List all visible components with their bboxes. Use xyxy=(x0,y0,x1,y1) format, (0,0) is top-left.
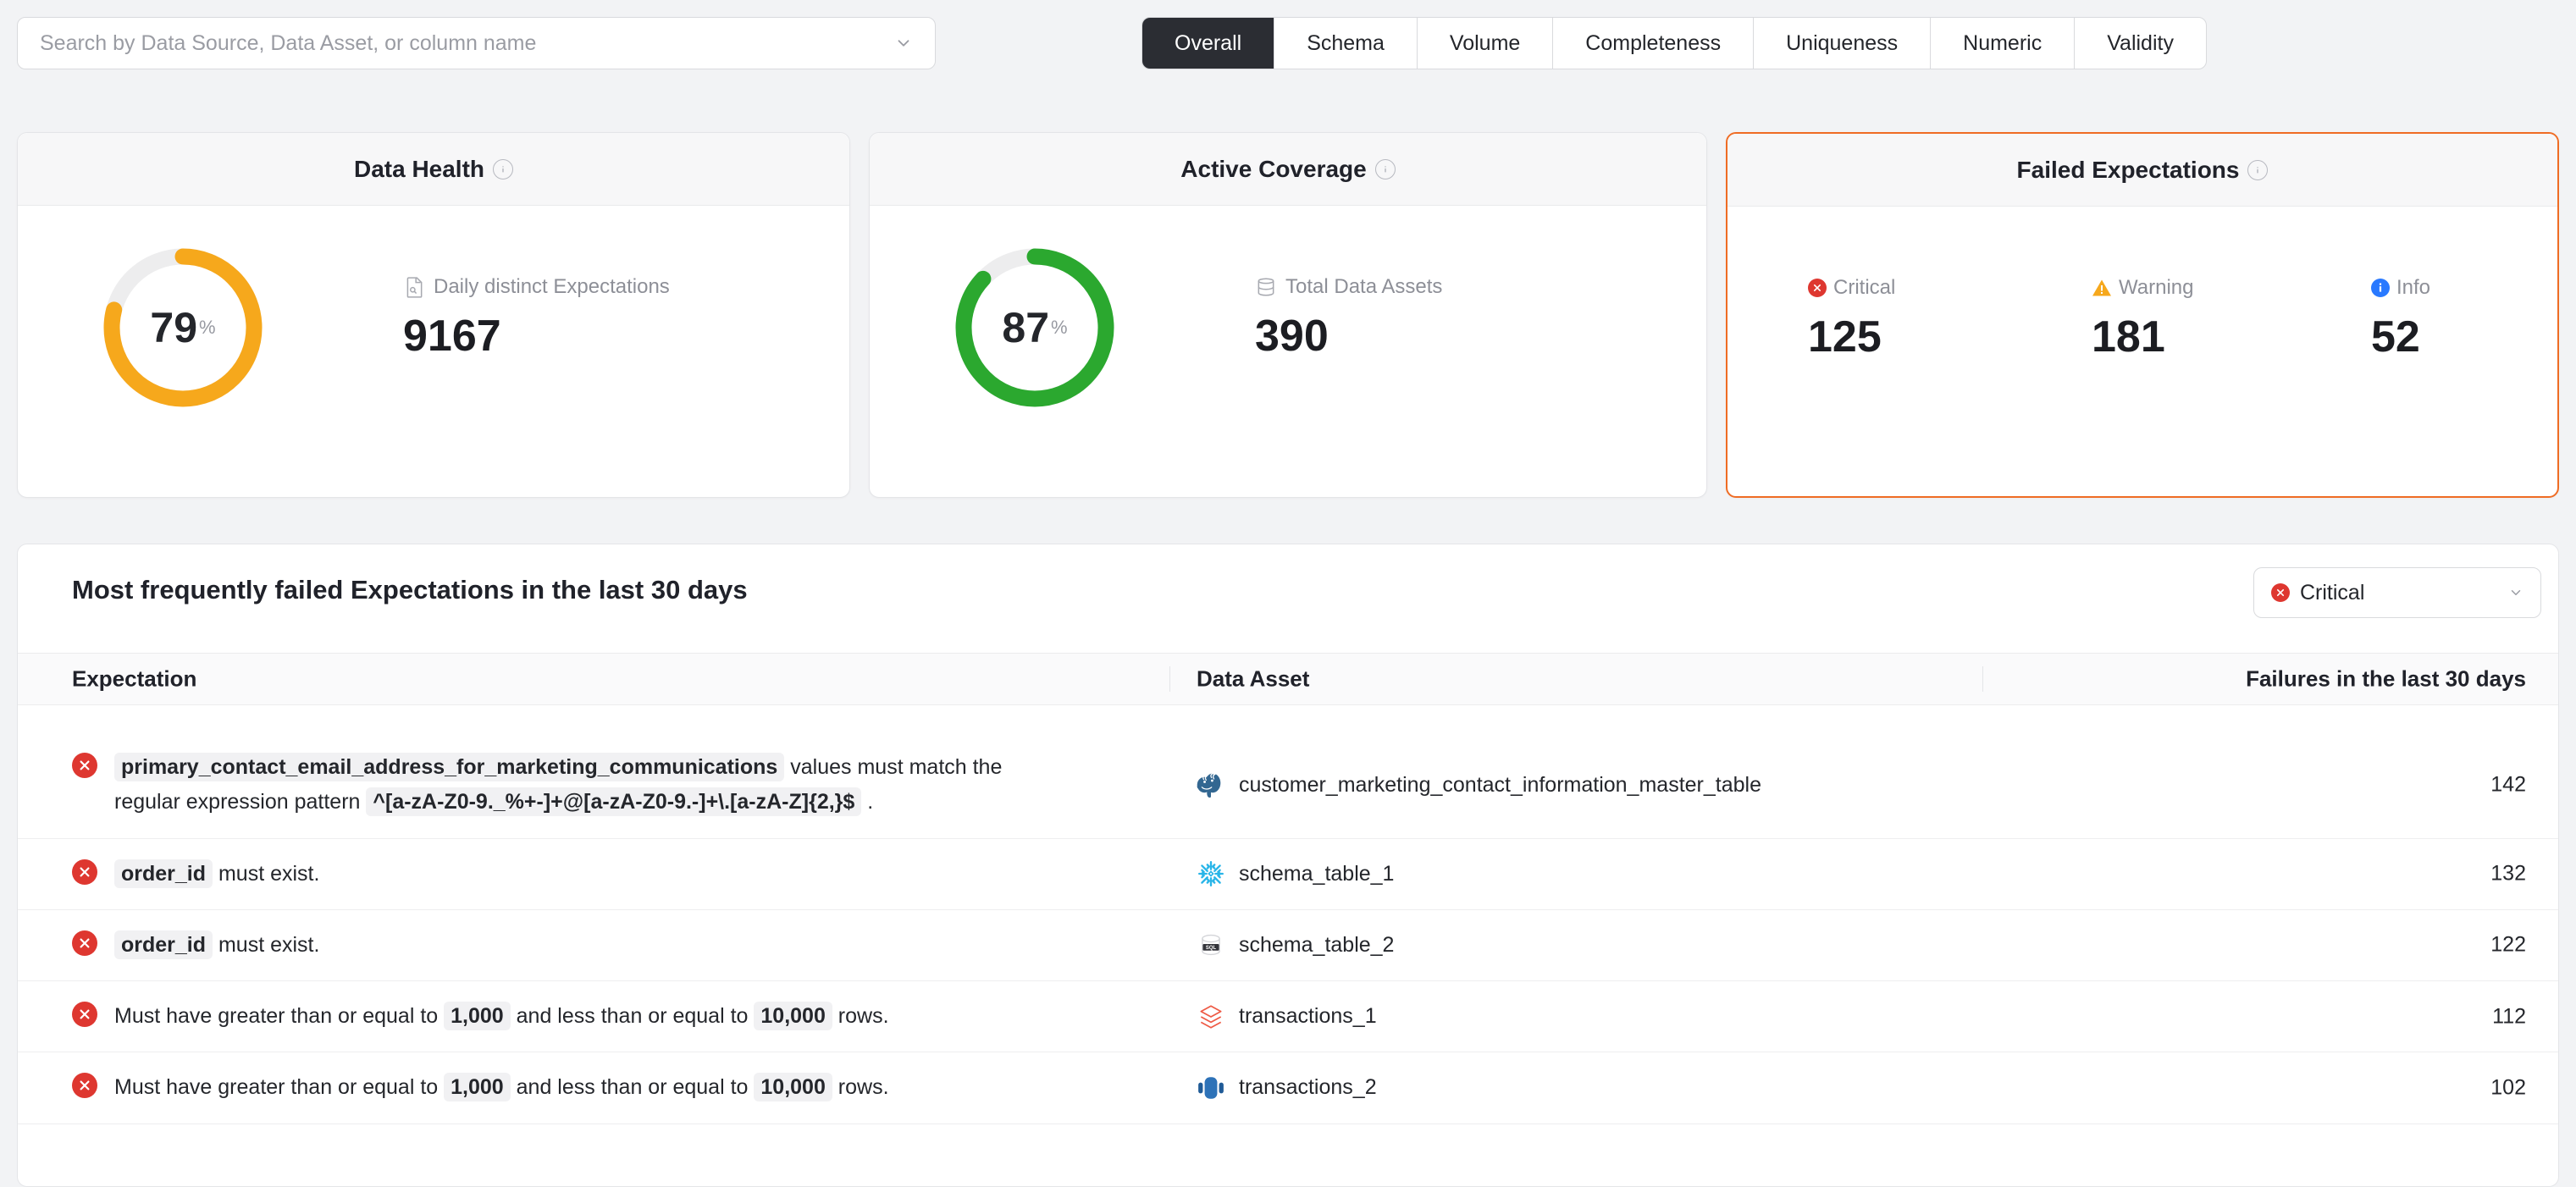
svg-text:SQL: SQL xyxy=(1206,946,1217,951)
